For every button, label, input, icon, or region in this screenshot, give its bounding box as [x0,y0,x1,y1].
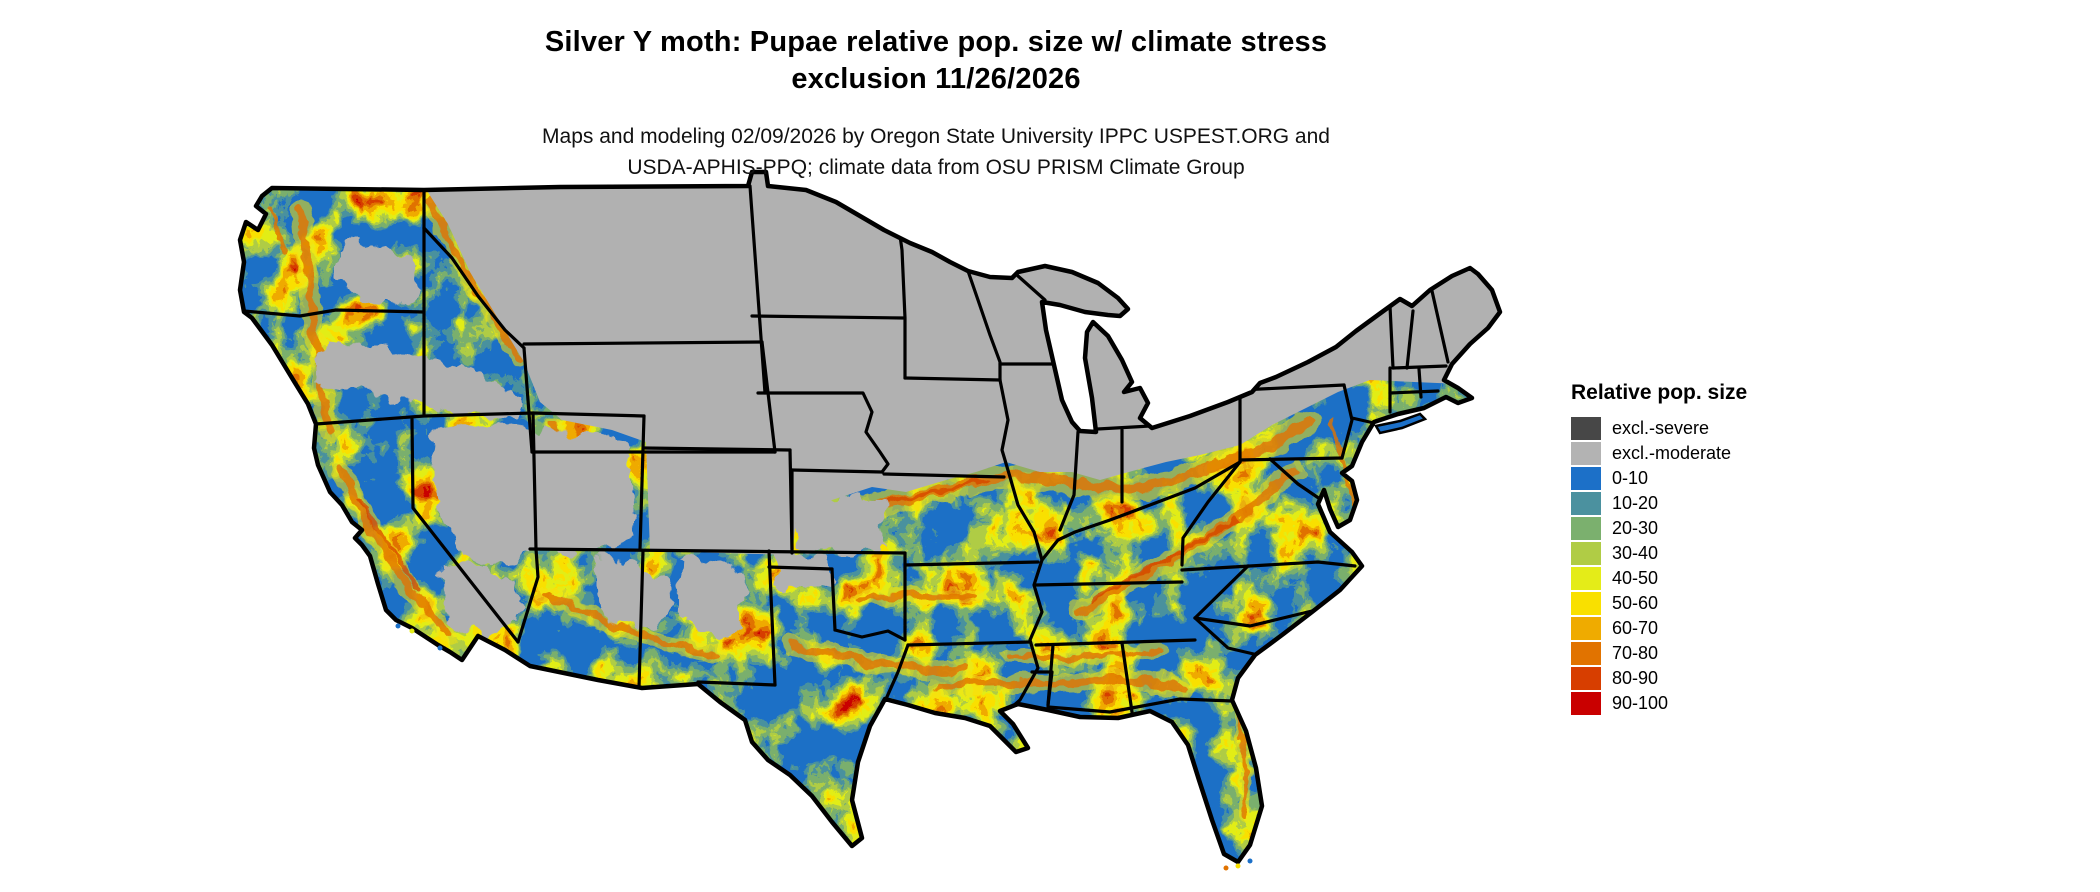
long-island [1374,412,1428,435]
map-subtitle-line1: Maps and modeling 02/09/2026 by Oregon S… [542,125,1330,148]
legend-color-swatch [1571,567,1601,590]
legend-color-swatch [1571,442,1601,465]
legend-color-swatch [1571,542,1601,565]
legend-color-swatch [1571,642,1601,665]
legend-item-label: 30-40 [1612,543,1659,563]
map-subtitle: Maps and modeling 02/09/2026 by Oregon S… [0,121,1872,183]
legend-item: 60-70 [1571,616,1747,641]
legend-item-label: 60-70 [1612,618,1659,638]
island-specks [395,623,1253,871]
legend-item: 40-50 [1571,566,1747,591]
legend-item-label: 10-20 [1612,493,1659,513]
legend-color-swatch [1571,517,1601,540]
legend-item-label: excl.-moderate [1612,443,1732,463]
legend-item-label: 0-10 [1612,468,1649,488]
map-title-line2: exclusion 11/26/2026 [791,63,1081,95]
state-borders [242,184,1450,714]
legend-item: 50-60 [1571,591,1747,616]
conus-outline [237,169,1503,865]
legend-title: Relative pop. size [1571,381,1748,404]
legend-item-label: 20-30 [1612,518,1659,538]
map-title: Silver Y moth: Pupae relative pop. size … [0,24,1872,98]
legend-color-swatch [1571,417,1601,440]
legend-item-label: 40-50 [1612,568,1659,588]
legend-item: excl.-severe [1571,416,1747,441]
legend-item: 10-20 [1571,491,1747,516]
legend-color-swatch [1571,667,1601,690]
legend-item: 90-100 [1571,691,1747,716]
legend-color-swatch [1571,692,1601,715]
legend-item: excl.-moderate [1571,441,1747,466]
legend-color-swatch [1571,592,1601,615]
legend: Relative pop. size excl.-severe excl.-mo… [1571,381,1747,716]
legend-color-swatch [1571,467,1601,490]
legend-item: 0-10 [1571,466,1747,491]
legend-item-label: 90-100 [1612,693,1669,713]
legend-item-label: 70-80 [1612,643,1659,663]
legend-item: 70-80 [1571,641,1747,666]
legend-item-label: 50-60 [1612,593,1659,613]
gray-exclusion-patches [310,239,885,640]
legend-color-swatch [1571,617,1601,640]
legend-item: 30-40 [1571,541,1747,566]
legend-item-label: excl.-severe [1612,418,1710,438]
map-title-line1: Silver Y moth: Pupae relative pop. size … [544,26,1328,58]
legend-item: 80-90 [1571,666,1747,691]
legend-color-swatch [1571,492,1601,515]
legend-item: 20-30 [1571,516,1747,541]
legend-item-label: 80-90 [1612,668,1659,688]
map-subtitle-line2: USDA-APHIS-PPQ; climate data from OSU PR… [627,156,1245,179]
legend-items: excl.-severe excl.-moderate 0-10 10-20 [1571,416,1747,716]
